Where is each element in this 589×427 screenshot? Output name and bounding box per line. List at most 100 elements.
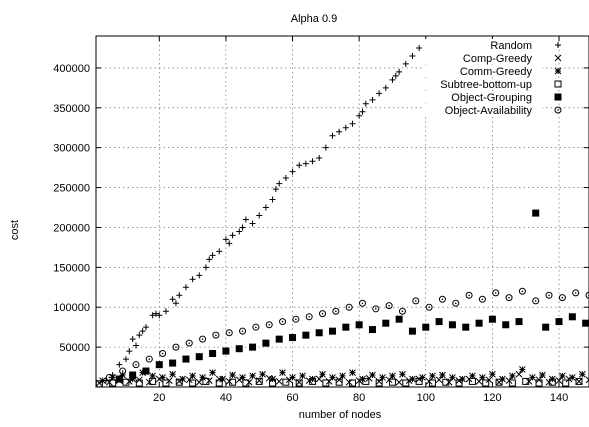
data-point-plus	[139, 328, 146, 335]
data-point-star	[119, 371, 127, 379]
data-point-square-filled	[582, 319, 589, 327]
data-point-plus	[152, 310, 159, 317]
data-point-star	[209, 369, 216, 376]
y-tick-label: 350000	[53, 103, 90, 115]
data-point-square-open	[388, 378, 396, 386]
data-point-square-open	[149, 377, 157, 385]
legend-label: Comp-Greedy	[463, 53, 533, 65]
data-point-square-filled	[169, 359, 177, 367]
data-point-plus	[236, 228, 243, 235]
data-point-plus	[359, 108, 366, 115]
data-point-circle-open	[532, 297, 540, 305]
data-point-circle-open	[372, 305, 380, 313]
y-tick-label: 400000	[53, 63, 90, 75]
x-tick-label: 120	[483, 392, 501, 404]
data-point-square-filled	[395, 315, 403, 323]
data-point-plus	[262, 204, 269, 211]
data-point-plus	[272, 186, 279, 193]
data-point-plus	[189, 276, 196, 283]
data-point-square-filled	[289, 334, 297, 342]
data-point-circle-open	[478, 295, 486, 303]
data-point-plus	[172, 300, 179, 307]
data-point-circle-open	[292, 315, 300, 323]
data-point-plus	[249, 220, 256, 227]
data-point-star	[169, 370, 176, 378]
data-point-plus	[302, 160, 309, 167]
data-point-square-open	[215, 379, 223, 387]
data-point-square-open	[535, 379, 543, 387]
data-point-plus	[316, 155, 323, 162]
data-point-square-filled	[435, 318, 443, 326]
data-point-star	[239, 374, 246, 381]
data-point-star	[309, 375, 316, 383]
data-point-star	[259, 370, 266, 378]
data-point-circle-open	[185, 339, 193, 347]
data-point-cross	[585, 376, 589, 384]
data-point-square-filled	[142, 367, 150, 375]
data-point-plus	[206, 256, 213, 263]
data-point-plus	[276, 180, 283, 187]
data-point-plus	[376, 90, 383, 97]
data-point-circle-open	[145, 355, 153, 363]
y-axis-label: cost	[9, 220, 21, 240]
points-layer	[95, 40, 589, 388]
data-point-star	[199, 374, 206, 381]
data-point-square-filled	[515, 318, 523, 326]
data-point-plus	[356, 112, 363, 119]
data-point-star	[299, 372, 306, 380]
data-point-square-filled	[315, 329, 323, 337]
data-point-circle-open	[425, 303, 433, 311]
data-point-star	[568, 374, 576, 381]
data-point-star	[509, 372, 516, 380]
data-point-square-filled	[502, 321, 510, 329]
data-point-plus	[169, 296, 176, 303]
data-point-square-open	[135, 379, 143, 387]
data-point-star	[319, 370, 326, 378]
data-point-plus	[222, 236, 229, 243]
data-point-square-open	[295, 379, 303, 387]
legend-label: Object-Availability	[445, 105, 533, 117]
data-point-square-filled	[235, 345, 243, 353]
data-point-plus	[156, 312, 163, 319]
data-point-square-open	[282, 378, 290, 386]
data-point-square-filled	[542, 323, 550, 331]
data-point-star	[389, 372, 396, 380]
data-point-star	[349, 369, 356, 376]
data-point-circle-open	[452, 299, 460, 307]
data-point-star	[339, 372, 346, 380]
data-point-cross	[575, 378, 583, 385]
data-point-plus	[349, 120, 356, 127]
data-point-square-filled	[488, 315, 496, 323]
data-point-star	[229, 371, 236, 379]
data-point-circle-open	[572, 289, 580, 297]
x-tick-label: 40	[220, 392, 232, 404]
data-point-square-filled	[355, 321, 363, 329]
data-point-square-open	[122, 378, 130, 386]
data-point-square-open	[175, 378, 183, 386]
x-tick-label: 60	[286, 392, 298, 404]
data-point-square-filled	[555, 318, 563, 326]
data-point-circle-open	[199, 335, 207, 343]
y-tick-label: 100000	[53, 302, 90, 314]
data-point-plus	[216, 248, 223, 255]
tick-layer: 20 40 60 80 100 120 140 50000 100000 150000 200000…	[53, 36, 589, 404]
data-point-square-filled	[275, 335, 283, 343]
legend-marker-circle-open	[554, 106, 562, 114]
legend-marker-plus	[555, 42, 561, 48]
data-point-square-open	[309, 377, 317, 385]
data-point-star	[558, 372, 566, 380]
data-point-star	[329, 374, 336, 381]
data-point-square-filled	[382, 319, 390, 327]
data-point-square-open	[548, 378, 556, 386]
data-point-plus	[136, 332, 143, 339]
data-point-plus	[182, 284, 189, 291]
data-point-plus	[392, 72, 399, 79]
data-point-star	[219, 375, 226, 383]
data-point-plus	[176, 292, 183, 299]
data-point-square-filled	[342, 323, 350, 331]
legend-label: Random	[490, 40, 532, 52]
data-point-square-open	[442, 378, 450, 386]
data-point-plus	[282, 174, 289, 181]
data-point-plus	[289, 168, 296, 175]
data-point-square-filled	[115, 375, 123, 383]
